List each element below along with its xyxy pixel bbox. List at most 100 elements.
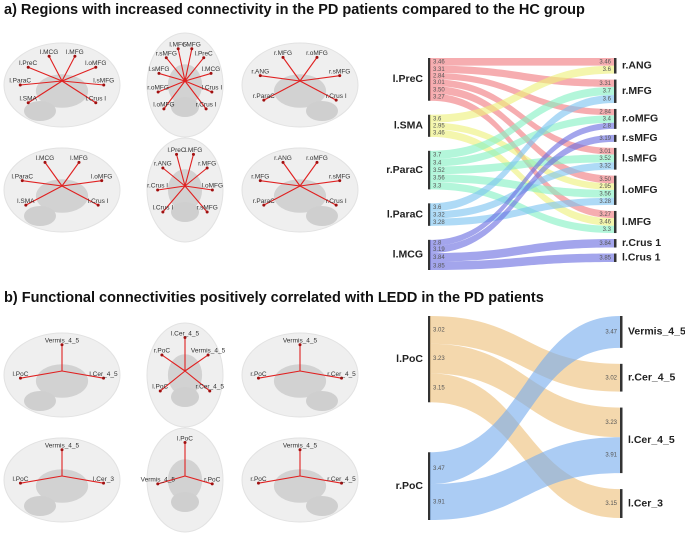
- target-node: [614, 175, 617, 205]
- flow-value: 3.56: [599, 191, 611, 197]
- connection: [28, 66, 63, 82]
- node-dot: [281, 160, 285, 164]
- region-label: l.MFG: [66, 49, 84, 56]
- connection: [299, 185, 337, 206]
- flow-value: 3.91: [605, 453, 617, 459]
- target-label: r.Crus 1: [622, 237, 661, 249]
- node-dot: [315, 160, 319, 164]
- brain-structure: [306, 391, 338, 411]
- brain-structure: [171, 387, 199, 407]
- flow-value: 3.6: [433, 205, 442, 211]
- node-dot: [102, 83, 106, 87]
- flow-value: 3.50: [433, 87, 445, 93]
- connection: [184, 370, 211, 392]
- flow-value: 3.32: [433, 213, 445, 219]
- target-node: [620, 407, 623, 474]
- node-dot: [258, 74, 262, 78]
- target-node: [614, 210, 617, 234]
- connection: [159, 370, 186, 392]
- node-dot: [20, 179, 24, 183]
- flow-value: 3.19: [599, 136, 611, 142]
- region-label: l.Cer_4_5: [89, 371, 118, 378]
- flow-value: 3.84: [433, 255, 445, 261]
- flow-value: 3.84: [599, 241, 611, 247]
- node-dot: [18, 376, 22, 380]
- flow-value: 3.4: [603, 117, 612, 123]
- region-label: r.PoC: [250, 371, 267, 378]
- brain-structure: [273, 364, 327, 398]
- node-dot: [156, 188, 160, 192]
- node-dot: [281, 55, 285, 59]
- connection: [61, 162, 80, 187]
- region-label: r.Crus I: [326, 93, 347, 100]
- connection: [299, 57, 318, 82]
- target-label: r.oMFG: [622, 113, 658, 125]
- source-node: [428, 239, 431, 270]
- connection: [44, 162, 63, 187]
- region-label: l.PreC: [19, 60, 37, 67]
- connection: [282, 57, 301, 82]
- flow: [430, 95, 614, 212]
- region-label: r.Cer_4_5: [327, 476, 356, 483]
- node-dot: [162, 107, 166, 111]
- target-node: [614, 58, 617, 74]
- source-node: [428, 150, 431, 190]
- region-label: r.MFG: [251, 173, 269, 180]
- region-label: l.oMFG: [85, 60, 106, 67]
- brain-structure: [171, 492, 199, 512]
- connection: [299, 370, 342, 379]
- region-label: r.MFG: [183, 41, 201, 48]
- source-node: [428, 114, 431, 137]
- connection: [184, 57, 205, 82]
- connection: [61, 80, 104, 86]
- node-dot: [210, 188, 214, 192]
- source-label: l.SMA: [394, 120, 424, 132]
- region-label: Vermis_4_5: [141, 477, 176, 484]
- target-node: [614, 239, 617, 248]
- flow-value: 3.6: [603, 97, 612, 103]
- node-dot: [60, 343, 64, 347]
- brain-structure: [273, 74, 327, 108]
- region-label: l.MCG: [202, 66, 220, 73]
- brain-structure: [306, 496, 338, 516]
- region-label: l.ParaC: [11, 173, 33, 180]
- flow-value: 3.3: [433, 183, 442, 189]
- source-node: [428, 452, 431, 520]
- flow: [430, 65, 614, 123]
- node-dot: [26, 65, 30, 69]
- node-dot: [334, 203, 338, 207]
- connection: [184, 48, 193, 82]
- node-dot: [204, 107, 208, 111]
- brain-structure: [24, 496, 56, 516]
- node-dot: [262, 203, 266, 207]
- region-label: l.oMFG: [153, 102, 174, 109]
- brain-structure: [306, 101, 338, 121]
- source-label: l.PoC: [396, 353, 423, 365]
- flow-value: 3.47: [433, 466, 445, 472]
- source-label: r.PoC: [396, 480, 424, 492]
- node-dot: [205, 210, 209, 214]
- node-dot: [24, 203, 28, 207]
- connection: [161, 354, 186, 372]
- connection: [260, 75, 301, 82]
- connection: [299, 180, 340, 187]
- region-label: r.PoC: [154, 348, 171, 355]
- flow-value: 3.15: [433, 385, 445, 391]
- region-label: r.MFG: [274, 50, 292, 57]
- connection: [162, 167, 186, 187]
- flow-value: 3.32: [599, 164, 611, 170]
- node-dot: [73, 54, 77, 58]
- node-dot: [183, 441, 187, 445]
- region-label: l.PreC: [168, 147, 186, 154]
- region-label: r.Cer_4_5: [195, 384, 224, 391]
- connection: [184, 354, 209, 372]
- connection: [258, 475, 301, 484]
- source-node: [428, 316, 431, 403]
- node-dot: [43, 160, 47, 164]
- flow: [430, 129, 614, 226]
- flow-value: 3.28: [433, 220, 445, 226]
- connection: [158, 72, 186, 82]
- region-label: l.MFG: [185, 147, 203, 154]
- flow: [430, 86, 614, 159]
